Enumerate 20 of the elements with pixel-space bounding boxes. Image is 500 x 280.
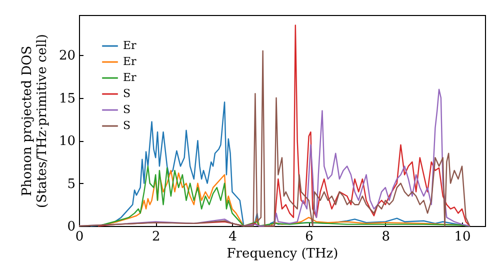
y-tick-label: 5 bbox=[67, 176, 76, 192]
y-tick-label: 20 bbox=[58, 48, 76, 64]
line-series bbox=[98, 24, 470, 227]
legend-label: Er bbox=[123, 55, 138, 68]
x-tick-label: 2 bbox=[152, 230, 160, 244]
y-tick-label: 15 bbox=[58, 91, 76, 106]
y-axis-title: Phonon projected DOS (States/THz·primitive cell) bbox=[20, 34, 50, 208]
line-series bbox=[78, 50, 470, 227]
y-tick-label: 10 bbox=[58, 134, 76, 150]
x-tick-label: 8 bbox=[382, 230, 390, 244]
legend-label: S bbox=[123, 103, 131, 116]
x-tick-label: 6 bbox=[305, 230, 314, 244]
x-axis-title: Frequency (THz) bbox=[226, 246, 338, 262]
legend-label: S bbox=[123, 87, 131, 100]
legend-label: Er bbox=[123, 39, 138, 52]
legend-label: S bbox=[123, 119, 131, 132]
x-tick-label: 4 bbox=[228, 230, 237, 244]
legend-label: Er bbox=[123, 71, 138, 84]
y-tick-label: 0 bbox=[67, 220, 76, 234]
x-tick-label: 10 bbox=[454, 230, 471, 244]
